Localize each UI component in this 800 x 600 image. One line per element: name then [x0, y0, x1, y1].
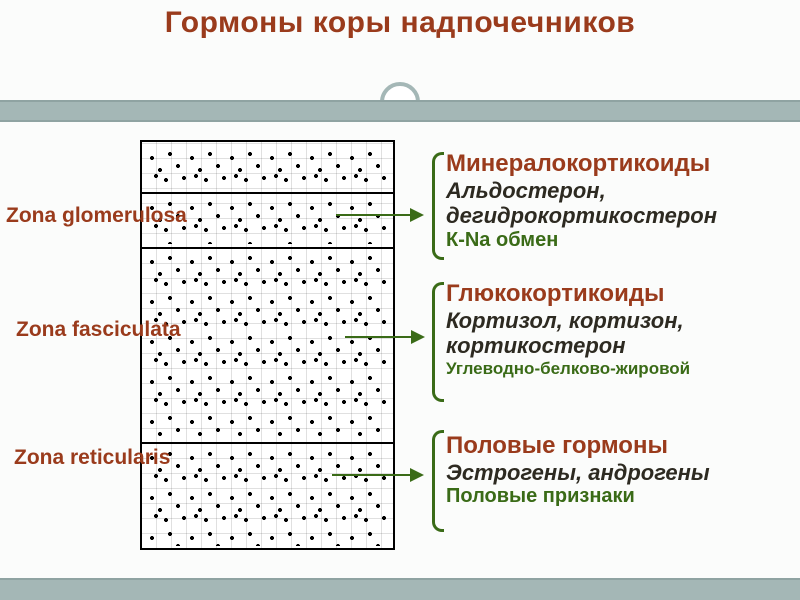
histology-capsule: [148, 146, 387, 190]
arrow-icon: [336, 214, 422, 216]
histology-zona-reticularis: [148, 446, 387, 546]
arrow-icon: [332, 474, 422, 476]
histology-separator: [142, 192, 393, 194]
bracket-icon: [432, 152, 444, 260]
hormone-group-examples: Эстрогены, андрогены: [446, 460, 800, 485]
hormone-group-glucocorticoids: Глюкокортикоиды Кортизол, кортизон, корт…: [446, 280, 800, 379]
adrenal-cortex-histology: [140, 140, 395, 550]
hormone-group-heading: Глюкокортикоиды: [446, 280, 800, 308]
hormone-group-examples: Кортизол, кортизон, кортикостерон: [446, 308, 800, 359]
hormone-group-heading: Минералокортикоиды: [446, 150, 800, 178]
hormone-group-function: Углеводно-белково-жировой: [446, 359, 800, 379]
hormone-group-heading: Половые гормоны: [446, 432, 800, 460]
zone-label-glomerulosa: Zona glomerulosa: [6, 204, 187, 228]
decorative-band-bottom: [0, 578, 800, 600]
slide-title-wrap: Гормоны коры надпочечников: [0, 6, 800, 41]
hormone-group-function: Половые признаки: [446, 485, 800, 508]
decorative-band-top: [0, 100, 800, 122]
bracket-icon: [432, 282, 444, 402]
histology-separator: [142, 247, 393, 249]
zone-label-fasciculata: Zona fasciculata: [16, 318, 181, 342]
histology-separator: [142, 442, 393, 444]
bracket-icon: [432, 430, 444, 532]
hormone-group-mineralocorticoids: Минералокортикоиды Альдостерон, дегидрок…: [446, 150, 800, 252]
zone-label-reticularis: Zona reticularis: [14, 446, 170, 470]
slide-title: Гормоны коры надпочечников: [0, 6, 800, 41]
hormone-group-sex-hormones: Половые гормоны Эстрогены, андрогены Пол…: [446, 432, 800, 508]
hormone-group-function: К-Na обмен: [446, 229, 800, 252]
hormone-group-examples: Альдостерон, дегидрокортикостерон: [446, 178, 800, 229]
slide: Гормоны коры надпочечников Zona glomerul…: [0, 0, 800, 600]
histology-zona-fasciculata: [148, 250, 387, 438]
arrow-icon: [345, 336, 423, 338]
